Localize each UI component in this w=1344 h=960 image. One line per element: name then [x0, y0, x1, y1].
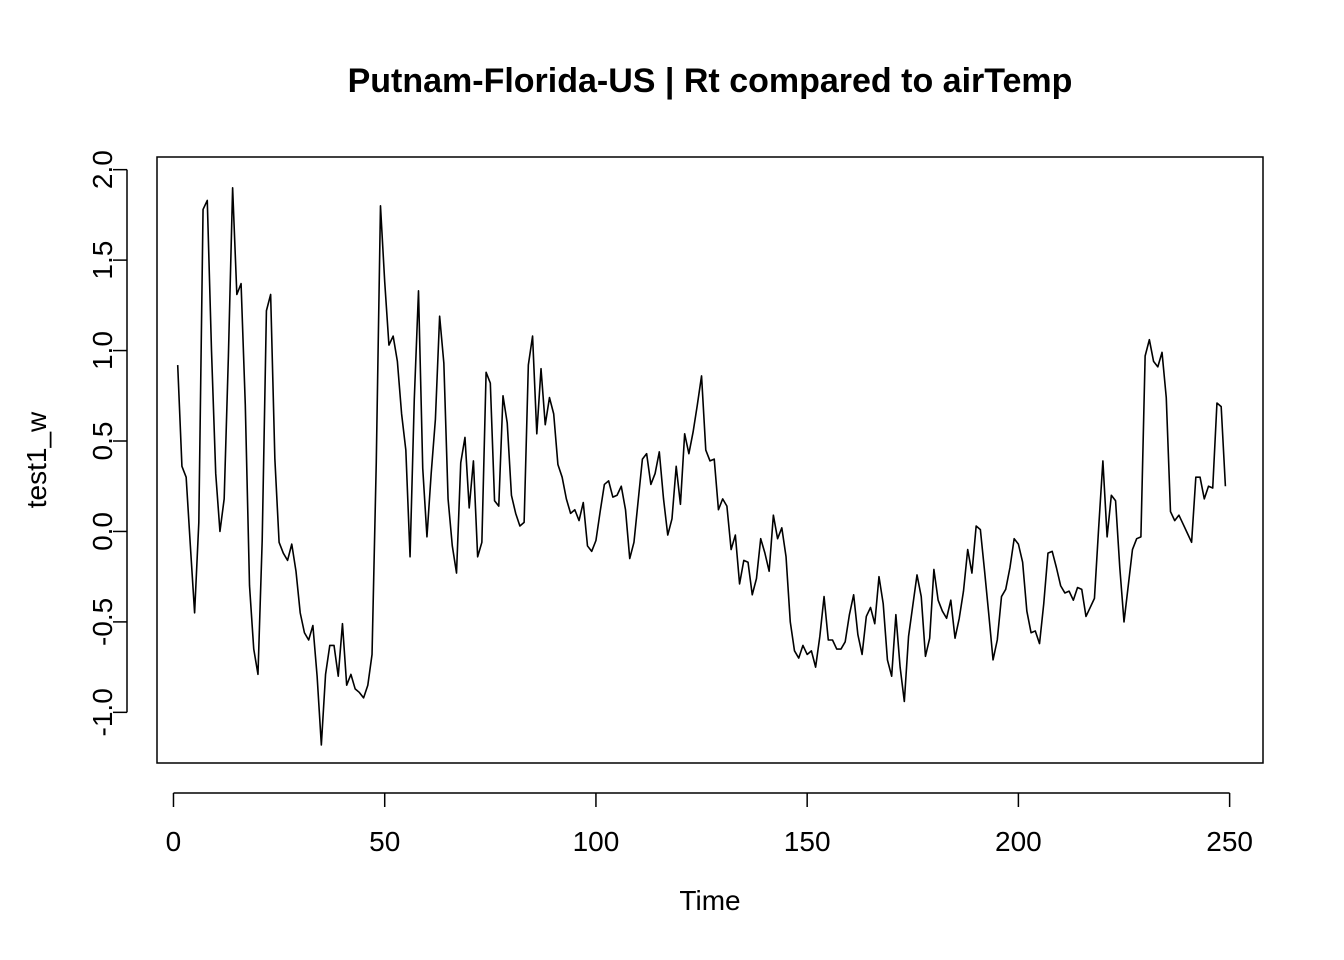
x-tick-label: 50	[369, 826, 400, 857]
x-axis-label: Time	[679, 885, 740, 916]
x-tick-label: 200	[995, 826, 1042, 857]
y-tick-label: 1.0	[87, 331, 118, 370]
plot-frame	[156, 156, 1264, 764]
y-tick-label: 2.0	[87, 150, 118, 189]
series-line-1	[176, 186, 1227, 746]
chart-title: Putnam-Florida-US | Rt compared to airTe…	[348, 62, 1073, 100]
y-axis-label: test1_w	[21, 411, 52, 508]
y-tick-label: -0.5	[87, 598, 118, 646]
y-tick-label: 0.5	[87, 422, 118, 461]
y-tick-label: 0.0	[87, 512, 118, 551]
x-axis: 0 50 100 150 200 250	[166, 792, 1253, 857]
x-tick-label: 100	[573, 826, 620, 857]
series-layer	[176, 186, 1227, 746]
y-tick-label: -1.0	[87, 688, 118, 736]
x-tick-label: 250	[1206, 826, 1253, 857]
y-axis: -1.0 -0.5 0.0 0.5 1.0 1.5 2.0	[87, 150, 128, 736]
x-tick-label: 150	[784, 826, 831, 857]
y-tick-label: 1.5	[87, 241, 118, 280]
x-tick-label: 0	[166, 826, 182, 857]
